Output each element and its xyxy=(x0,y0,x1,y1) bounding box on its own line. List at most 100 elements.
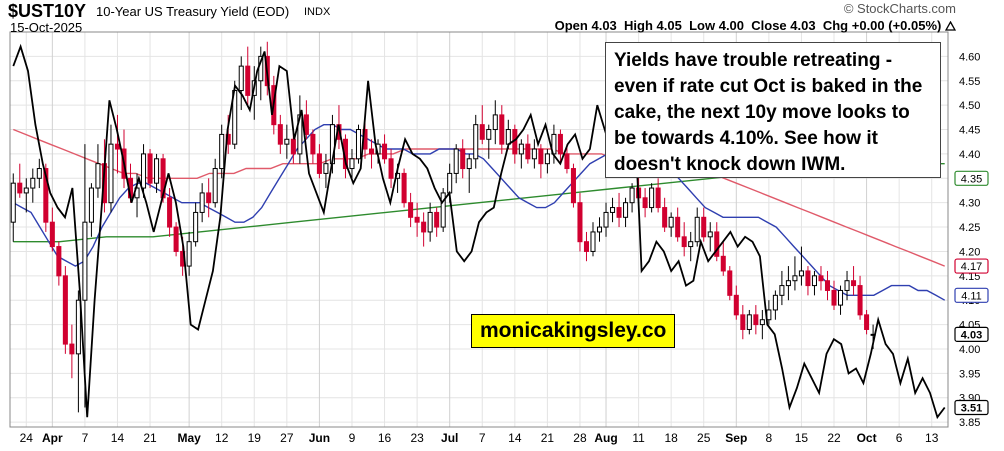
x-tick-label: Sep xyxy=(725,431,747,445)
candle-body xyxy=(479,124,485,140)
x-tick-label: 25 xyxy=(697,431,711,445)
candle-body xyxy=(473,124,479,160)
candle-body xyxy=(590,231,596,252)
close-tag xyxy=(954,326,989,342)
candle-body xyxy=(173,226,179,252)
candle-body xyxy=(82,221,88,301)
candle-body xyxy=(36,168,42,179)
plot-frame xyxy=(9,31,949,428)
y-tick-label: 3.95 xyxy=(959,368,980,380)
candle-body xyxy=(453,148,459,174)
candle-body xyxy=(238,65,244,92)
candle-body xyxy=(629,187,635,204)
candle-body xyxy=(186,241,192,267)
x-tick-label: 13 xyxy=(925,431,939,445)
candle-body xyxy=(17,182,23,194)
y-tick-label: 4.40 xyxy=(959,149,980,161)
candle-body xyxy=(694,216,700,243)
y-tick-label: 4.55 xyxy=(959,76,980,88)
candle-body xyxy=(323,163,329,174)
candle-body xyxy=(662,207,668,228)
candle-body xyxy=(408,202,414,218)
stockcharts-logo: © StockCharts.com xyxy=(843,1,956,16)
x-tick-label: May xyxy=(177,431,201,445)
candle-body xyxy=(688,241,694,248)
candle-body xyxy=(114,143,120,150)
candle-body xyxy=(805,270,811,287)
candle-body xyxy=(746,314,752,330)
candle-body xyxy=(316,153,322,174)
candle-body xyxy=(421,221,427,233)
candle-body xyxy=(440,192,446,228)
candle-body xyxy=(95,163,101,189)
candle-body xyxy=(838,289,844,306)
high-label: High xyxy=(624,18,653,33)
x-tick-label: 8 xyxy=(766,431,773,445)
candle-body xyxy=(303,114,309,135)
candle-body xyxy=(43,168,49,223)
sma-slow-line xyxy=(13,128,945,267)
x-tick-label: Aug xyxy=(594,431,617,445)
sma-long-tag-text: 4.35 xyxy=(961,173,982,185)
x-tick-label: 27 xyxy=(280,431,294,445)
candle-body xyxy=(466,158,472,170)
candle-body xyxy=(75,299,81,355)
candle-body xyxy=(583,241,589,252)
candle-body xyxy=(753,314,759,326)
low-value: 4.00 xyxy=(718,18,745,33)
candle-body xyxy=(369,148,375,155)
x-tick-label: 21 xyxy=(541,431,555,445)
candle-body xyxy=(355,129,362,160)
candle-body xyxy=(447,172,453,194)
candle-body xyxy=(759,319,765,326)
candle-body xyxy=(707,231,713,238)
y-tick-label: 3.85 xyxy=(959,417,980,429)
candle-body xyxy=(147,153,153,184)
candle-body xyxy=(486,129,492,140)
ticker-symbol: $UST10Y xyxy=(8,1,87,21)
candle-body xyxy=(557,133,563,155)
candle-body xyxy=(772,294,778,311)
candle-body xyxy=(779,285,785,296)
candle-body xyxy=(616,207,622,218)
x-tick-label: 18 xyxy=(664,431,678,445)
x-tick-label: 24 xyxy=(20,431,34,445)
open-value: 4.03 xyxy=(591,18,617,33)
x-tick-label: 15 xyxy=(795,431,809,445)
x-tick-label: 11 xyxy=(632,431,645,445)
candle-body xyxy=(199,192,205,213)
y-tick-label: 4.25 xyxy=(959,222,980,234)
candle-body xyxy=(642,197,648,209)
x-tick-label: 19 xyxy=(248,431,262,445)
candle-body xyxy=(434,211,440,228)
close-tag-text: 4.03 xyxy=(961,329,982,341)
sma-slow-tag xyxy=(954,258,989,274)
candle-body xyxy=(596,226,603,233)
candle-body xyxy=(69,343,75,355)
candle-body xyxy=(610,207,616,213)
close-label: Close xyxy=(751,18,787,33)
candle-body xyxy=(655,187,661,209)
candle-body xyxy=(720,255,726,272)
candle-body xyxy=(668,216,674,228)
y-tick-label: 4.20 xyxy=(959,246,980,258)
x-tick-label: 9 xyxy=(349,431,356,445)
candle-body xyxy=(167,197,173,228)
candle-body xyxy=(623,202,629,218)
candle-body xyxy=(798,270,804,277)
ohlc-summary: Open 4.03 High 4.05 Low 4.00 Close 4.03 … xyxy=(555,18,957,33)
candle-body xyxy=(277,124,283,145)
candle-body xyxy=(499,114,505,145)
x-tick-label: 23 xyxy=(410,431,424,445)
x-tick-label: Oct xyxy=(857,431,877,445)
x-tick-label: 14 xyxy=(111,431,125,445)
x-tick-label: 21 xyxy=(143,431,157,445)
candle-body xyxy=(219,133,225,170)
y-tick-label: 4.15 xyxy=(959,271,980,283)
candle-body xyxy=(30,177,36,189)
candle-body xyxy=(505,129,511,145)
candle-body xyxy=(733,294,739,316)
candle-body xyxy=(193,211,199,243)
chg-value: +0.00 (+0.05%) xyxy=(851,18,942,33)
candle-body xyxy=(818,275,824,282)
